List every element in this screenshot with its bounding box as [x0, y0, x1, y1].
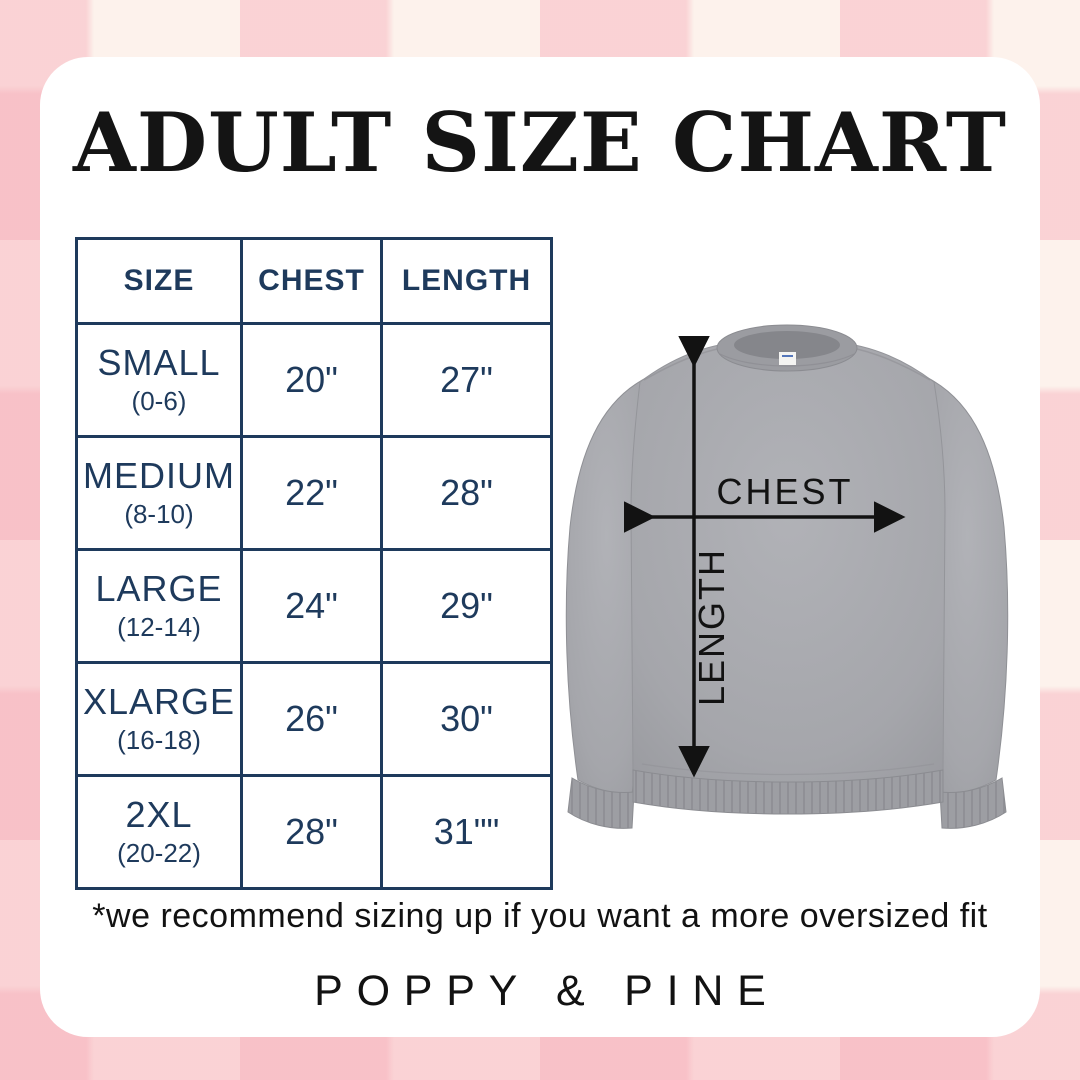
- page-title: ADULT SIZE CHART: [72, 96, 1007, 191]
- size-range: (8-10): [124, 499, 194, 530]
- size-table: SIZE CHEST LENGTH SMALL (0-6) 20" 27" ME…: [75, 237, 553, 890]
- size-range: (12-14): [117, 612, 201, 643]
- collar-tag: [779, 352, 796, 365]
- size-range: (20-22): [117, 838, 201, 869]
- chest-cell: 24": [240, 548, 383, 664]
- size-cell: XLARGE (16-18): [75, 661, 243, 777]
- size-cell: SMALL (0-6): [75, 322, 243, 438]
- sweatshirt-hem: [632, 769, 944, 815]
- chest-cell: 22": [240, 435, 383, 551]
- sweatshirt-right-cuff: [939, 777, 1007, 829]
- sweatshirt-image: CHEST LENGTH: [565, 324, 1009, 829]
- size-name: XLARGE: [82, 680, 236, 722]
- size-cell: MEDIUM (8-10): [75, 435, 243, 551]
- size-name: LARGE: [95, 567, 223, 609]
- brand-name: POPPY & PINE: [314, 967, 780, 1015]
- sweatshirt-body: [630, 341, 946, 787]
- length-label: LENGTH: [691, 548, 732, 706]
- table-row: SMALL (0-6) 20" 27": [75, 322, 553, 438]
- hem-seam: [641, 763, 935, 776]
- size-name: 2XL: [125, 793, 193, 835]
- table-row: LARGE (12-14) 24" 29": [75, 548, 553, 664]
- chest-label: CHEST: [716, 471, 853, 512]
- table-row: 2XL (20-22) 28" 31"": [75, 774, 553, 890]
- chest-cell: 28": [240, 774, 383, 890]
- footnote: *we recommend sizing up if you want a mo…: [92, 897, 988, 935]
- header-length: LENGTH: [380, 237, 553, 325]
- length-cell: 29": [380, 548, 553, 664]
- chest-cell: 20": [240, 322, 383, 438]
- size-name: MEDIUM: [83, 454, 235, 496]
- content-card: ADULT SIZE CHART SIZE CHEST LENGTH SMALL…: [40, 57, 1040, 1037]
- table-row: MEDIUM (8-10) 22" 28": [75, 435, 553, 551]
- length-cell: 28": [380, 435, 553, 551]
- collar-opening: [734, 331, 840, 359]
- table-row: XLARGE (16-18) 26" 30": [75, 661, 553, 777]
- size-cell: 2XL (20-22): [75, 774, 243, 890]
- length-cell: 27": [380, 322, 553, 438]
- header-size: SIZE: [75, 237, 243, 325]
- length-cell: 31"": [380, 774, 553, 890]
- chest-cell: 26": [240, 661, 383, 777]
- sweatshirt-diagram: CHEST LENGTH: [552, 312, 1022, 892]
- length-cell: 30": [380, 661, 553, 777]
- size-name: SMALL: [97, 341, 221, 383]
- size-range: (0-6): [131, 386, 187, 417]
- collar-seam: [719, 353, 855, 367]
- size-table-header-row: SIZE CHEST LENGTH: [75, 237, 553, 325]
- sweatshirt-left-cuff: [567, 777, 635, 829]
- header-chest: CHEST: [240, 237, 383, 325]
- size-range: (16-18): [117, 725, 201, 756]
- size-cell: LARGE (12-14): [75, 548, 243, 664]
